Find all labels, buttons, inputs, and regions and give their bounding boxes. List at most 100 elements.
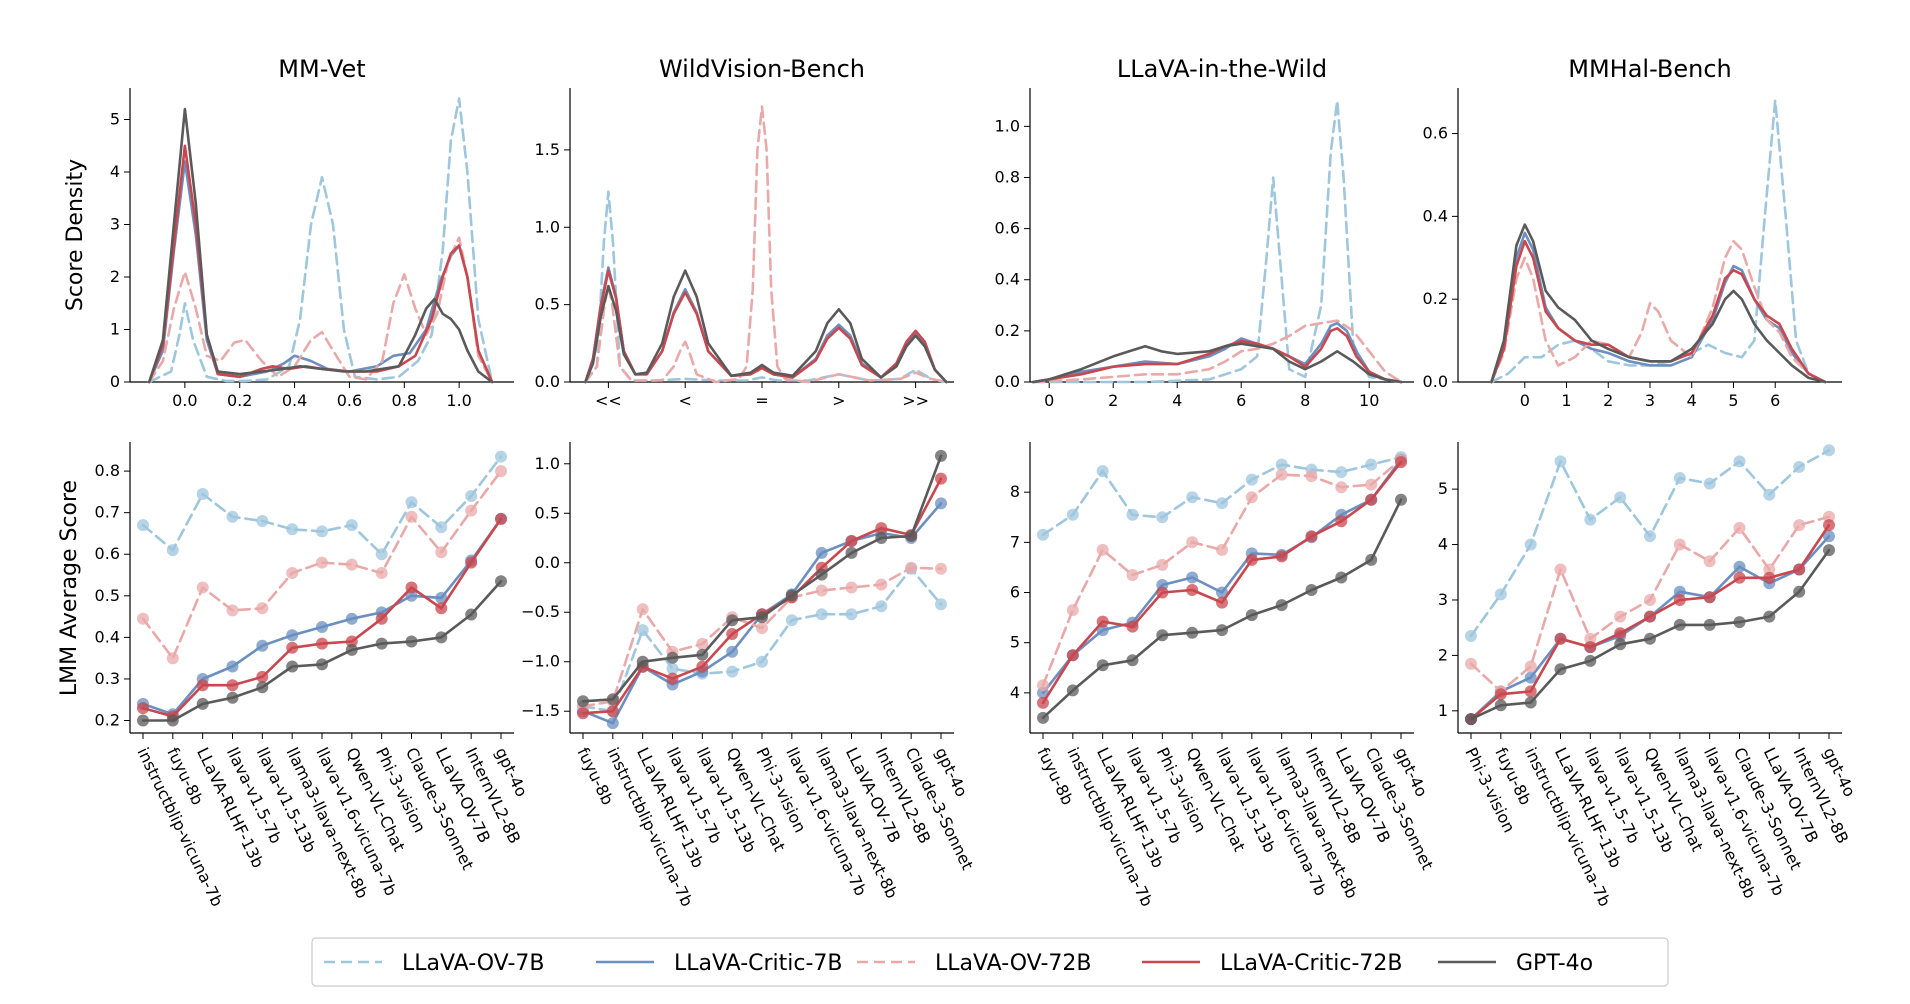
density-panel-mm-vet-series-gpt-4o (147, 107, 494, 384)
density-panel-mm-vet-y-tick-label: 1 (110, 320, 120, 339)
density-panel-llava-in-the-wild-series-llava-critic-72b (1031, 327, 1403, 384)
score-panel-3-series-llava-critic-7b (1037, 453, 1407, 699)
score-panel-3-point-llava-ov-72b (1066, 604, 1079, 617)
score-panel-3-y-tick-label: 8 (1010, 482, 1020, 501)
score-panel-2-point-llava-ov-7b (666, 662, 679, 675)
score-panel-3-point-llava-ov-72b (1186, 536, 1199, 549)
score-panel-4-point-llava-ov-72b (1524, 660, 1537, 673)
score-panel-1-point-llava-ov-72b (465, 504, 478, 517)
score-panel-3-point-gpt-4o (1365, 553, 1378, 566)
score-panel-1-point-llava-ov-72b (137, 612, 149, 625)
score-panel-4-point-gpt-4o (1703, 618, 1716, 631)
score-panel-4-point-gpt-4o (1465, 713, 1477, 726)
score-panel-2-point-llava-ov-7b (845, 608, 858, 621)
score-panel-1-point-llava-critic-7b (286, 629, 299, 642)
score-panel-4-point-llava-ov-72b (1823, 510, 1835, 523)
density-panel-llava-in-the-wild-series-gpt-4o (1031, 342, 1403, 384)
score-panel-2-point-llava-critic-72b (577, 707, 589, 720)
score-panel-2-point-llava-ov-7b (785, 614, 798, 627)
score-panel-4-point-llava-ov-7b (1793, 460, 1806, 473)
score-panel-4-point-llava-ov-7b (1584, 513, 1597, 526)
score-panel-2-line-llava-ov-72b (581, 566, 943, 708)
score-panel-1-point-llava-critic-72b (345, 635, 358, 648)
score-panel-1-y-tick-label: 0.4 (95, 627, 120, 646)
score-panel-2-point-llava-ov-7b (726, 665, 739, 678)
score-panel-1: 0.20.30.40.50.60.70.8instructblip-vicuna… (95, 442, 531, 910)
score-panel-2-point-llava-critic-72b (845, 535, 858, 547)
score-panel-4-point-llava-ov-7b (1494, 588, 1507, 601)
score-panel-4-point-llava-critic-72b (1584, 641, 1597, 654)
score-panel-2-point-llava-ov-72b (815, 584, 828, 597)
score-panel-1-series-llava-ov-72b (137, 465, 507, 665)
score-panel-4-series-llava-critic-72b (1465, 519, 1835, 726)
density-panel-wildvision-bench-series-gpt-4o (584, 269, 948, 384)
density-panel-mm-vet-y-tick-label: 5 (110, 110, 120, 129)
score-panel-2-point-llava-critic-7b (606, 717, 619, 730)
score-panel-1-point-llava-critic-7b (256, 639, 269, 652)
score-panel-1-point-llava-ov-72b (166, 652, 179, 665)
score-panel-1-point-gpt-4o (196, 697, 209, 710)
score-panel-4-series-llava-ov-7b (1465, 444, 1835, 642)
score-panel-3-series-llava-ov-7b (1037, 451, 1407, 541)
score-panel-3-point-llava-critic-72b (1216, 596, 1228, 609)
score-panel-2-series-gpt-4o (577, 449, 947, 708)
score-panel-4-point-llava-critic-72b (1554, 632, 1567, 645)
score-panel-1-point-llava-critic-72b (495, 512, 507, 525)
score-panel-4-point-llava-critic-72b (1494, 688, 1507, 701)
score-panel-3-point-llava-ov-72b (1037, 679, 1049, 692)
score-panel-4-point-llava-critic-72b (1793, 563, 1806, 576)
score-panel-2-point-llava-critic-72b (696, 660, 709, 673)
score-panel-1-y-tick-label: 0.5 (95, 586, 120, 605)
density-panel-llava-in-the-wild-x-tick-label: 0 (1044, 391, 1054, 410)
score-panel-4-point-llava-critic-72b (1614, 627, 1627, 640)
density-panel-mm-vet-y-tick-label: 0 (110, 372, 120, 391)
score-panel-3-point-gpt-4o (1126, 654, 1139, 667)
score-panel-4-point-llava-ov-7b (1465, 630, 1477, 642)
score-panel-2-point-llava-critic-72b (875, 522, 888, 535)
score-panel-4-point-llava-ov-72b (1584, 632, 1597, 645)
score-panel-3-point-gpt-4o (1096, 659, 1109, 672)
score-panel-4-point-llava-ov-7b (1673, 472, 1686, 484)
score-panel-4-y-tick-label: 1 (1438, 701, 1448, 720)
density-panel-llava-in-the-wild-y-tick-label: 0.2 (995, 321, 1020, 340)
score-panel-1-point-llava-ov-72b (345, 558, 358, 571)
score-panel-4-point-llava-critic-7b (1823, 530, 1835, 543)
score-panel-2-point-gpt-4o (726, 614, 739, 627)
density-panel-wildvision-bench-series-llava-ov-7b (584, 190, 948, 384)
density-panel-mmhal-bench-x-tick-label: 0 (1520, 391, 1530, 410)
score-panel-1-point-llava-critic-72b (435, 602, 448, 615)
density-panel-mmhal-bench-series-llava-ov-7b (1490, 99, 1827, 384)
density-panel-llava-in-the-wild-title: LLaVA-in-the-Wild (1117, 55, 1327, 83)
score-panel-1-point-llava-critic-7b (435, 591, 448, 604)
score-panel-1-point-llava-critic-72b (226, 679, 239, 692)
score-panel-1-point-llava-ov-72b (495, 465, 507, 478)
density-panel-llava-in-the-wild: LLaVA-in-the-Wild 0.0 0.2 0.4 0.6 0.8 1.0 0 2 4 6 8… (995, 55, 1414, 410)
score-panel-1-point-llava-ov-7b (465, 490, 478, 502)
score-panel-3-point-gpt-4o (1275, 599, 1288, 612)
score-panel-2-point-gpt-4o (577, 695, 589, 708)
score-panel-4-point-llava-critic-72b (1673, 594, 1686, 606)
density-panel-mmhal-bench-x-tick-label: 1 (1561, 391, 1571, 410)
score-panel-1-point-llava-ov-72b (405, 510, 418, 523)
score-panel-4-point-llava-ov-72b (1703, 555, 1716, 568)
score-panel-3-y-tick-label: 4 (1010, 683, 1020, 702)
density-panel-mmhal-bench-x-tick-label: 2 (1603, 391, 1613, 410)
score-panel-1-point-llava-critic-7b (405, 589, 418, 602)
score-panel-2-point-gpt-4o (785, 589, 798, 602)
score-panel-1-point-llava-ov-7b (345, 519, 358, 532)
density-panel-llava-in-the-wild-x-tick-label: 8 (1300, 391, 1310, 410)
score-panel-1-point-llava-critic-7b (226, 660, 239, 673)
score-panel-1-point-gpt-4o (286, 660, 299, 673)
score-panel-4-point-gpt-4o (1554, 663, 1567, 676)
density-panel-wildvision-bench-series-llava-ov-72b (584, 105, 948, 384)
score-panel-4-point-llava-critic-7b (1673, 585, 1686, 598)
score-panel-4-point-llava-ov-7b (1733, 455, 1746, 468)
score-panel-4-point-gpt-4o (1524, 696, 1537, 709)
score-panel-1-series-gpt-4o (137, 575, 507, 727)
score-panel-3-point-llava-ov-7b (1096, 465, 1109, 478)
score-panel-1-line-llava-critic-7b (141, 517, 503, 716)
score-panel-4-point-llava-ov-7b (1644, 530, 1656, 543)
score-panel-4-y-tick-label: 2 (1438, 645, 1448, 664)
score-panel-1-point-gpt-4o (226, 691, 239, 704)
